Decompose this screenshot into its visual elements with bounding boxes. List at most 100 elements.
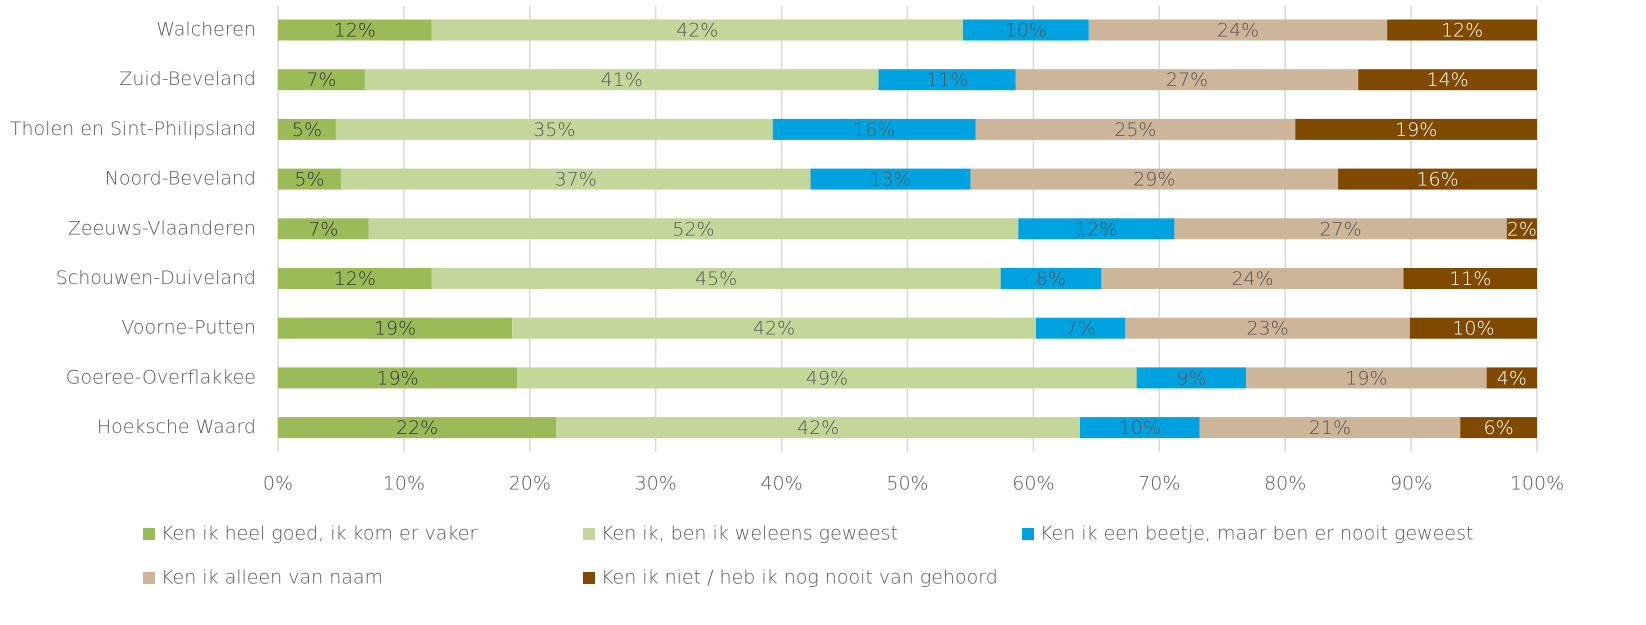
bar-segment: [878, 69, 1016, 91]
data-label: 37%: [555, 169, 597, 191]
legend-swatch: [143, 528, 155, 540]
bar-segment: [278, 118, 336, 140]
bar-segment: [431, 268, 1001, 289]
data-label: 4%: [1497, 367, 1527, 389]
x-tick-label: 50%: [886, 473, 928, 495]
x-tick-label: 20%: [509, 473, 551, 495]
legend-swatch: [583, 572, 595, 584]
bar-segment: [1088, 19, 1388, 41]
data-label: 7%: [1066, 318, 1096, 340]
bar-segment: [1409, 317, 1537, 339]
data-label: 11%: [926, 69, 968, 91]
data-label: 42%: [797, 417, 839, 439]
x-tick-label: 80%: [1264, 473, 1306, 495]
data-label: 10%: [1005, 20, 1047, 42]
legend-swatch: [583, 528, 595, 540]
bar-segment: [1000, 268, 1102, 289]
bar-segment: [1035, 317, 1126, 339]
data-label: 45%: [695, 268, 737, 290]
data-label: 12%: [334, 20, 376, 42]
data-label: 7%: [308, 218, 338, 240]
legend-label: Ken ik, ben ik weleens geweest: [601, 523, 898, 545]
data-label: 11%: [1449, 268, 1491, 290]
bar-segment: [1125, 317, 1410, 339]
x-tick-label: 70%: [1138, 473, 1180, 495]
data-label: 23%: [1246, 318, 1288, 340]
bar-segment: [517, 367, 1137, 389]
bar-segment: [1460, 417, 1537, 439]
bar-segment: [364, 69, 879, 91]
bar-segment: [431, 19, 963, 41]
data-label: 27%: [1319, 218, 1361, 240]
data-label: 5%: [292, 119, 322, 141]
bar-segment: [278, 168, 341, 190]
bar-segment: [772, 118, 976, 140]
data-label: 2%: [1507, 218, 1537, 240]
legend-label: Ken ik alleen van naam: [161, 567, 383, 589]
data-label: 24%: [1217, 20, 1259, 42]
bar-segment: [278, 19, 432, 41]
bar-segment: [970, 168, 1339, 190]
data-label: 16%: [1416, 169, 1458, 191]
bar-segment: [1506, 218, 1537, 240]
y-tick-label: Noord-Beveland: [105, 168, 256, 190]
data-label: 42%: [753, 318, 795, 340]
data-label: 10%: [1452, 318, 1494, 340]
bar-segment: [1295, 118, 1537, 140]
data-label: 35%: [533, 119, 575, 141]
data-label: 27%: [1166, 69, 1208, 91]
bar-segment: [278, 367, 518, 389]
data-label: 13%: [869, 169, 911, 191]
bar-segment: [1079, 417, 1200, 439]
bar-segment: [1338, 168, 1537, 190]
legend-swatch: [1022, 528, 1034, 540]
bar-segment: [1015, 69, 1359, 91]
bar-segment: [1358, 69, 1537, 91]
bar-segment: [278, 417, 557, 439]
x-tick-label: 100%: [1510, 473, 1564, 495]
bar-segment: [278, 218, 369, 240]
data-label: 6%: [1484, 417, 1514, 439]
bar-segment: [1387, 19, 1537, 41]
x-tick-label: 0%: [263, 473, 293, 495]
bar-segment: [975, 118, 1296, 140]
x-tick-label: 60%: [1012, 473, 1054, 495]
bar-segment: [1101, 268, 1404, 289]
y-tick-label: Goeree-Overflakkee: [66, 366, 256, 388]
data-label: 5%: [294, 169, 324, 191]
data-label: 14%: [1426, 69, 1468, 91]
bar-segment: [810, 168, 971, 190]
bar-segment: [1403, 268, 1537, 289]
x-tick-label: 40%: [760, 473, 802, 495]
legend-swatch: [143, 572, 155, 584]
bar-segment: [1199, 417, 1461, 439]
data-label: 24%: [1231, 268, 1273, 290]
legend-label: Ken ik heel goed, ik kom er vaker: [161, 523, 477, 545]
y-tick-label: Zeeuws-Vlaanderen: [68, 217, 256, 239]
y-tick-label: Zuid-Beveland: [119, 68, 256, 90]
bar-segment: [340, 168, 811, 190]
data-label: 19%: [1395, 119, 1437, 141]
y-tick-label: Walcheren: [156, 19, 256, 41]
bar-segment: [1246, 367, 1487, 389]
data-label: 7%: [306, 69, 336, 91]
data-label: 22%: [396, 417, 438, 439]
data-label: 8%: [1036, 268, 1066, 290]
data-label: 16%: [853, 119, 895, 141]
data-label: 42%: [676, 20, 718, 42]
bar-segment: [1136, 367, 1247, 389]
data-label: 12%: [1075, 218, 1117, 240]
x-tick-label: 10%: [383, 473, 425, 495]
bar-segment: [512, 317, 1036, 339]
data-label: 52%: [672, 218, 714, 240]
x-tick-label: 90%: [1390, 473, 1432, 495]
bar-segment: [556, 417, 1080, 439]
bar-segment: [962, 19, 1089, 41]
bar-segment: [1486, 367, 1537, 389]
bar-segment: [1018, 218, 1175, 240]
data-label: 19%: [374, 318, 416, 340]
data-label: 49%: [806, 367, 848, 389]
data-label: 41%: [601, 69, 643, 91]
bar-segment: [1174, 218, 1507, 240]
